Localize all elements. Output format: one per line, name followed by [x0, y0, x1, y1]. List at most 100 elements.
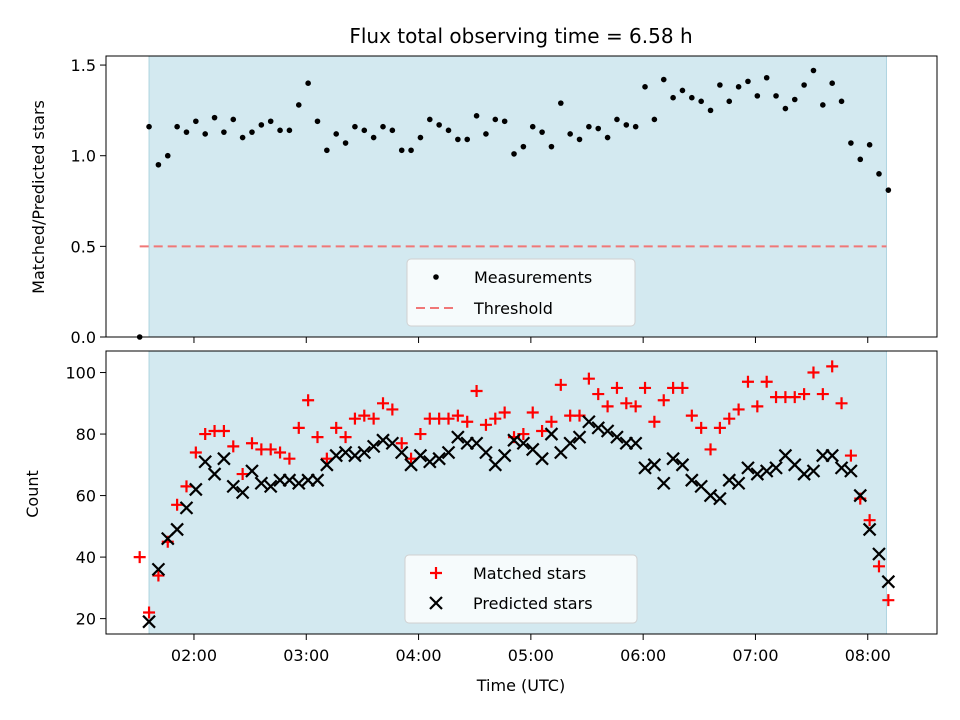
predicted-star-point: [703, 488, 718, 503]
measurement-point: [820, 102, 826, 108]
matched-star-point: [264, 443, 277, 456]
predicted-star-point: [713, 491, 727, 506]
matched-star-point: [302, 394, 315, 407]
measurement-point: [202, 131, 208, 137]
matched-star-point: [816, 388, 829, 401]
matched-star-point: [610, 381, 623, 394]
measurement-point: [267, 118, 274, 125]
matched-star-point: [788, 391, 801, 404]
measurement-point: [642, 84, 648, 90]
matched-star-point: [358, 409, 371, 422]
measurement-point: [595, 125, 602, 132]
measurement-point: [810, 67, 817, 74]
measurement-point: [876, 171, 882, 177]
measurement-point: [782, 105, 789, 112]
measurement-point: [221, 129, 227, 135]
measurement-point: [651, 116, 658, 123]
measurement-point: [848, 140, 854, 146]
measurement-point: [735, 84, 742, 90]
matched-star-point: [180, 480, 193, 493]
predicted-star-point: [291, 476, 306, 491]
matched-star-point: [386, 403, 399, 416]
measurement-point: [286, 127, 293, 134]
predicted-star-point: [769, 461, 783, 475]
measurement-point: [707, 107, 714, 114]
predicted-star-point: [282, 473, 297, 487]
measurement-point: [146, 123, 152, 130]
measurement-point: [754, 93, 761, 99]
predicted-star-point: [656, 476, 671, 491]
legend-predicted-label: Predicted stars: [473, 594, 593, 613]
measurement-point: [324, 147, 330, 154]
matched-star-point: [498, 406, 511, 419]
measurement-point: [773, 93, 779, 99]
predicted-star-point: [881, 574, 896, 589]
matched-star-point: [171, 498, 184, 511]
count-y-ticks: 20 40 60 80 100: [65, 364, 106, 629]
predicted-star-point: [628, 436, 643, 451]
matched-star-point: [143, 606, 156, 619]
measurement-point: [398, 147, 405, 154]
ratio-legend: Measurements Threshold: [406, 258, 636, 327]
measurement-point: [211, 114, 218, 121]
matched-star-point: [592, 388, 605, 401]
measurement-point: [726, 98, 733, 105]
matched-star-point: [227, 440, 240, 453]
measurement-point: [473, 113, 480, 119]
measurement-point: [745, 78, 751, 85]
measurement-point: [455, 136, 461, 143]
predicted-star-point: [544, 427, 559, 441]
count-x-ticks: 02:00 03:00 04:00 05:00 06:00 07:00 08:00: [171, 634, 891, 665]
measurement-point: [632, 123, 639, 130]
predicted-star-point: [179, 501, 194, 515]
matched-star-point: [741, 375, 754, 388]
measurement-point: [604, 134, 611, 141]
predicted-star-point: [862, 522, 877, 537]
x-tick-label: 07:00: [732, 646, 778, 665]
matched-star-point: [236, 468, 249, 481]
x-tick-label: 04:00: [396, 646, 442, 665]
matched-star-point: [629, 400, 642, 413]
ratio-x-ticks: [193, 337, 869, 343]
x-axis-label: Time (UTC): [476, 676, 565, 695]
predicted-star-point: [535, 451, 549, 466]
measurement-point: [295, 102, 302, 108]
predicted-star-point: [366, 439, 381, 454]
measurement-point: [689, 94, 695, 101]
matched-star-point: [685, 409, 698, 422]
matched-star-point: [545, 415, 558, 428]
matched-star-point: [152, 569, 165, 582]
matched-star-point: [620, 397, 633, 410]
matched-star-point: [751, 400, 764, 413]
x-tick-label: 05:00: [508, 646, 554, 665]
matched-star-point: [798, 388, 811, 401]
matched-star-point: [835, 397, 848, 410]
measurement-point: [791, 96, 798, 103]
matched-star-point: [442, 412, 455, 425]
measurement-point: [717, 82, 723, 88]
matched-star-point: [274, 446, 287, 459]
measurement-point: [614, 116, 620, 123]
ratio-y-tick-label: 1.0: [71, 147, 96, 166]
measurement-point: [511, 151, 517, 157]
matched-star-point: [704, 443, 717, 456]
measurement-point: [670, 94, 676, 101]
matched-star-point: [217, 424, 230, 437]
matched-star-point: [639, 381, 652, 394]
predicted-star-point: [357, 445, 372, 460]
predicted-star-point: [376, 433, 390, 447]
predicted-star-point: [685, 473, 699, 487]
matched-star-point: [844, 449, 857, 462]
matched-star-point: [601, 400, 614, 413]
matched-star-point: [676, 381, 689, 394]
matched-star-point: [872, 560, 885, 573]
predicted-star-point: [675, 458, 690, 472]
predicted-star-point: [497, 448, 512, 463]
measurement-point: [698, 98, 704, 105]
predicted-star-point: [151, 562, 166, 577]
predicted-star-point: [329, 448, 343, 463]
predicted-star-point: [217, 451, 231, 466]
predicted-star-point: [731, 476, 746, 491]
measurement-point: [829, 80, 835, 86]
legend-matched-marker: [430, 567, 442, 579]
